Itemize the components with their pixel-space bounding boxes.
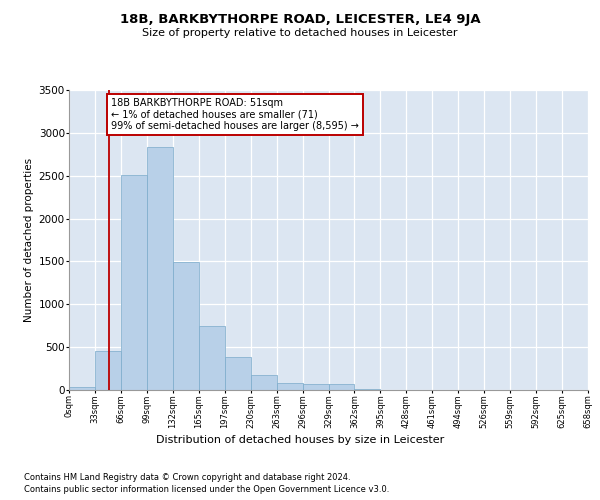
Bar (147, 146, 173, 390)
Bar (173, 262, 199, 390)
Bar (277, 382, 302, 390)
Bar (355, 388, 380, 390)
Text: Contains HM Land Registry data © Crown copyright and database right 2024.: Contains HM Land Registry data © Crown c… (24, 472, 350, 482)
Text: 18B BARKBYTHORPE ROAD: 51sqm
← 1% of detached houses are smaller (71)
99% of sem: 18B BARKBYTHORPE ROAD: 51sqm ← 1% of det… (111, 98, 359, 130)
Text: Size of property relative to detached houses in Leicester: Size of property relative to detached ho… (142, 28, 458, 38)
Text: 18B, BARKBYTHORPE ROAD, LEICESTER, LE4 9JA: 18B, BARKBYTHORPE ROAD, LEICESTER, LE4 9… (119, 12, 481, 26)
Bar (199, 326, 224, 390)
Bar (95, 350, 121, 390)
Text: Contains public sector information licensed under the Open Government Licence v3: Contains public sector information licen… (24, 485, 389, 494)
Y-axis label: Number of detached properties: Number of detached properties (25, 158, 34, 322)
Bar (329, 384, 355, 390)
Bar (225, 358, 251, 390)
Bar (69, 388, 95, 390)
Bar (121, 175, 147, 390)
Bar (251, 376, 277, 390)
Text: Distribution of detached houses by size in Leicester: Distribution of detached houses by size … (156, 435, 444, 445)
Bar (302, 384, 329, 390)
